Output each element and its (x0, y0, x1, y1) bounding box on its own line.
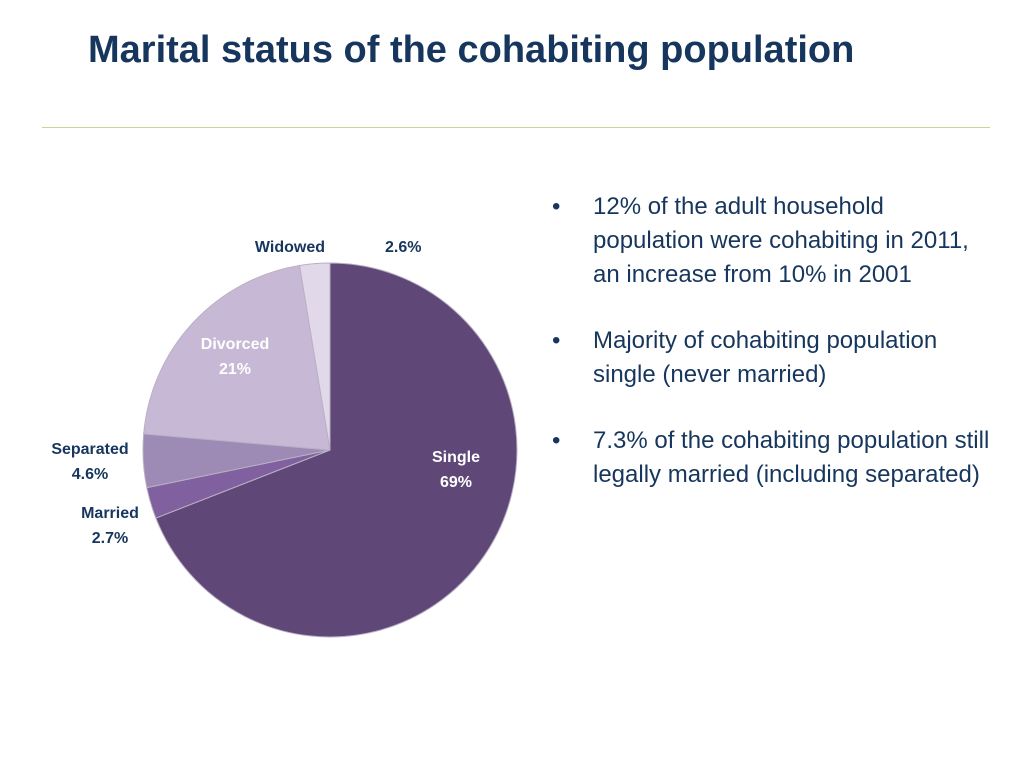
bullet-text: Majority of cohabiting population single… (593, 327, 938, 388)
pie-slice-widowed (298, 262, 331, 451)
title-divider (42, 127, 990, 128)
slice-value-widowed: 2.6% (385, 239, 421, 256)
bullet-marker: • (552, 427, 561, 454)
bullet-item: • 7.3% of the cohabiting population still… (552, 424, 992, 492)
slice-value-married: 2.7% (92, 530, 128, 547)
bullet-text: 7.3% of the cohabiting population still … (593, 427, 990, 488)
slice-label-single: Single (432, 449, 480, 466)
slide-title: Marital status of the cohabiting populat… (88, 29, 855, 71)
bullet-text: 12% of the adult household population we… (593, 193, 969, 288)
pie-slice-divorced (143, 264, 331, 451)
slice-value-single: 69% (440, 474, 472, 491)
slice-label-separated: Separated (51, 441, 128, 458)
slice-label-widowed: Widowed (255, 239, 325, 256)
slice-label-married: Married (81, 505, 139, 522)
bullet-marker: • (552, 327, 561, 354)
bullet-marker: • (552, 193, 561, 220)
bullet-item: • 12% of the adult household population w… (552, 190, 992, 292)
slice-label-divorced: Divorced (201, 336, 269, 353)
pie-slice-single (155, 262, 518, 638)
bullet-item: • Majority of cohabiting population singl… (552, 324, 992, 392)
bullet-list: • 12% of the adult household population w… (552, 190, 992, 524)
slice-value-separated: 4.6% (72, 466, 108, 483)
slice-value-divorced: 21% (219, 361, 251, 378)
